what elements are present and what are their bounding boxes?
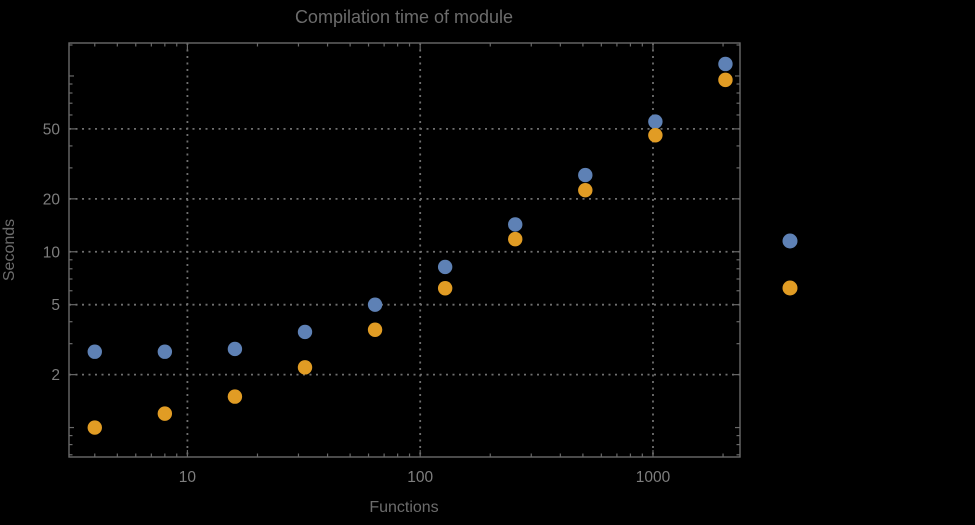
legend-marker-series-1	[782, 233, 798, 249]
data-points	[87, 56, 733, 435]
data-point	[227, 389, 243, 404]
data-point	[437, 281, 453, 296]
gridlines	[69, 43, 740, 457]
data-point	[367, 297, 383, 312]
axis-ticks	[69, 43, 740, 457]
data-point	[508, 231, 523, 247]
series-1-blue	[87, 56, 733, 359]
data-point	[157, 344, 173, 359]
axis-tick-labels: 10 100 1000 2 5 10 20 50	[43, 121, 671, 486]
data-point	[437, 259, 453, 275]
y-tick-label: 50	[43, 121, 61, 138]
data-point	[578, 167, 593, 183]
data-point	[718, 72, 733, 88]
data-point	[87, 344, 102, 359]
series-2-orange	[87, 72, 733, 435]
data-point	[718, 56, 733, 72]
data-point	[157, 406, 173, 421]
data-point	[297, 324, 313, 340]
legend	[782, 233, 798, 296]
data-point	[87, 420, 102, 435]
data-point	[508, 217, 523, 232]
x-tick-label: 10	[179, 469, 197, 486]
data-point	[227, 341, 243, 357]
data-point	[367, 322, 383, 337]
y-axis-label: Seconds	[1, 219, 18, 281]
y-tick-label: 2	[51, 367, 60, 384]
x-tick-label: 1000	[636, 469, 671, 486]
data-point	[648, 128, 663, 143]
data-point	[297, 360, 313, 375]
x-tick-label: 100	[407, 469, 433, 486]
data-point	[578, 182, 593, 198]
y-tick-label: 5	[51, 297, 60, 314]
data-point	[648, 114, 663, 129]
chart-title: Compilation time of module	[295, 7, 513, 27]
x-axis-label: Functions	[369, 499, 438, 516]
plot-frame	[68, 42, 741, 458]
y-tick-label: 10	[43, 244, 61, 261]
legend-marker-series-2	[782, 280, 798, 296]
y-tick-label: 20	[43, 191, 61, 208]
